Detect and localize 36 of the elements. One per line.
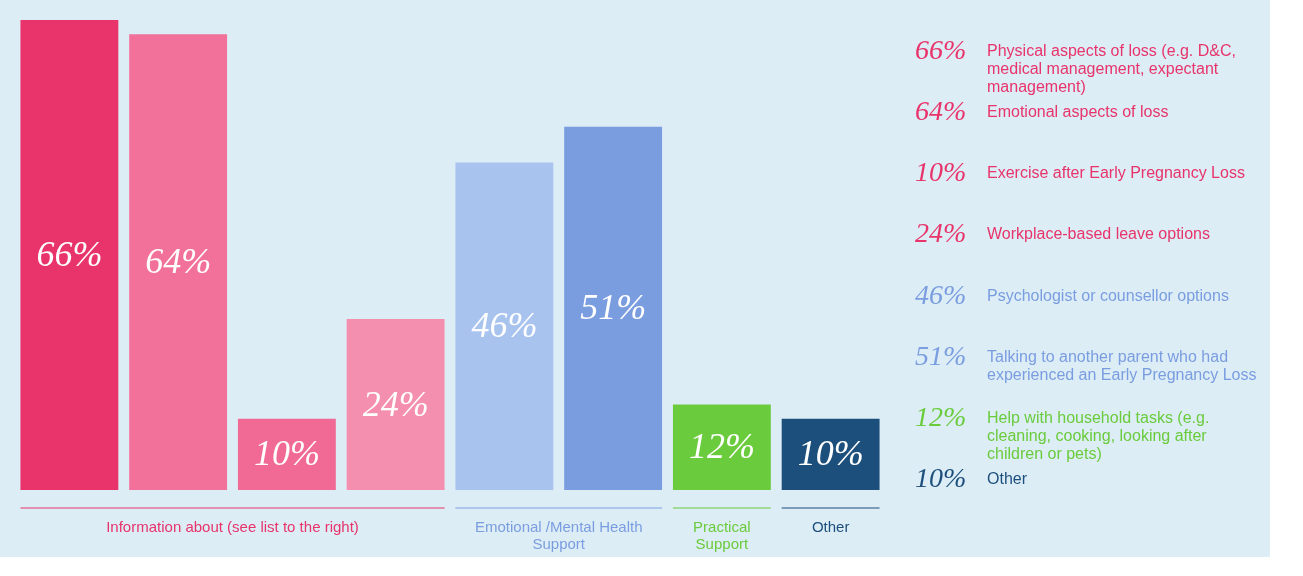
text: 10% <box>915 462 967 494</box>
data-label: 46% <box>471 305 538 346</box>
text: Other <box>811 518 850 535</box>
data-label: 24% <box>362 383 429 424</box>
text: Emotional /Mental Health Support <box>474 518 643 552</box>
text: 24% <box>915 217 967 249</box>
bar <box>564 126 663 490</box>
text: Exercise after Early Pregnancy Loss <box>987 164 1245 182</box>
text: Help with household tasks (e.g. cleaning, cooking, looking after children or pets) <box>987 409 1210 463</box>
bar <box>20 20 119 490</box>
bar <box>455 162 554 490</box>
bar <box>346 319 445 490</box>
data-label: 12% <box>688 426 755 467</box>
text: 10% <box>915 156 967 188</box>
data-label: 51% <box>580 287 647 328</box>
text: 12% <box>915 401 967 433</box>
text: 66% <box>915 33 967 65</box>
text: Workplace-based leave options <box>987 225 1210 243</box>
data-label: 66% <box>36 234 103 274</box>
text: Information about (see list to the right) <box>106 518 359 535</box>
bar <box>129 34 228 490</box>
text: Other <box>987 470 1028 488</box>
text: Physical aspects of loss (e.g. D&C, medical management, expectant management) <box>987 41 1236 95</box>
bar <box>672 404 771 490</box>
bar <box>237 418 336 490</box>
data-label: 10% <box>253 433 320 474</box>
text: 64% <box>915 94 967 126</box>
bar <box>781 418 880 490</box>
data-label: 64% <box>145 241 212 282</box>
text: 46% <box>915 278 967 310</box>
text: Emotional aspects of loss <box>987 102 1169 120</box>
text: Talking to another parent who had experienced an Early Pregnancy Loss <box>987 347 1257 383</box>
data-label: 10% <box>797 433 864 474</box>
text: Practical Support <box>693 518 751 552</box>
text: 51% <box>915 339 967 371</box>
text: Psychologist or counsellor options <box>987 286 1229 304</box>
